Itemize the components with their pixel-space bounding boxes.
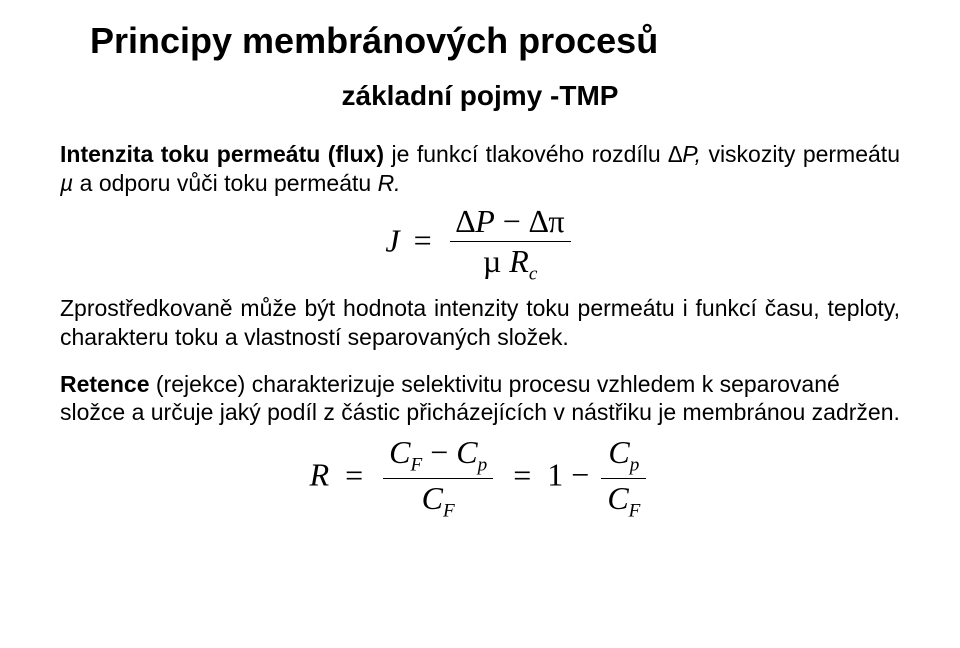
eq1-fraction: ∆P − ∆π µ Rc	[450, 204, 571, 285]
retention-text: (rejekce) charakterizuje selektivitu pro…	[60, 371, 900, 426]
eq1-num-P: P	[475, 203, 495, 239]
flux-text-2: viskozity permeátu	[701, 141, 900, 167]
deltaP: ∆P,	[668, 141, 701, 167]
paragraph-intermediate: Zprostředkovaně může být hodnota intenzi…	[60, 294, 900, 352]
eq2-f1-CF: C	[389, 434, 410, 470]
paragraph-flux: Intenzita toku permeátu (flux) je funkcí…	[60, 140, 900, 198]
eq1-num-minus: −	[495, 203, 529, 239]
slide-subtitle: základní pojmy -TMP	[60, 80, 900, 112]
eq2-f2-Cp: C	[608, 434, 629, 470]
eq1-den-R: R	[501, 243, 529, 279]
flux-term: Intenzita toku permeátu (flux)	[60, 141, 384, 167]
eq2-eq1: =	[345, 457, 363, 493]
slide-page: Principy membránových procesů základní p…	[0, 0, 960, 541]
eq2-f2-subp: p	[630, 455, 640, 476]
eq2-frac1: CF − Cp CF	[383, 435, 493, 521]
eq2-f2-subF: F	[629, 500, 641, 521]
eq2-f1-subp: p	[478, 455, 488, 476]
R-symbol: R.	[378, 170, 401, 196]
retention-term: Retence	[60, 371, 149, 397]
eq2-f1-subF: F	[411, 455, 423, 476]
eq2-lhs: R	[310, 457, 330, 493]
eq1-den-sub-c: c	[529, 263, 538, 284]
eq2-minus: −	[563, 457, 597, 493]
eq2-eq2: =	[513, 457, 531, 493]
paragraph-retention: Retence (rejekce) charakterizuje selekti…	[60, 370, 900, 428]
eq1-equals: =	[414, 222, 432, 258]
eq2-f1-Cp: C	[456, 434, 477, 470]
eq2-f2-CF: C	[607, 480, 628, 516]
eq1-num-delta1: ∆	[456, 203, 476, 239]
flux-text-1: je funkcí tlakového rozdílu	[384, 141, 668, 167]
flux-text-3: a odporu vůči toku permeátu	[73, 170, 377, 196]
mu: µ	[60, 170, 73, 196]
equation-flux: J = ∆P − ∆π µ Rc	[60, 204, 900, 285]
eq1-lhs: J	[385, 222, 399, 258]
eq1-den-mu: µ	[483, 243, 501, 279]
eq2-f1-den-C: C	[422, 480, 443, 516]
eq2-one: 1	[547, 457, 563, 493]
eq2-f1-minus: −	[422, 434, 456, 470]
equation-retention: R = CF − Cp CF = 1 − Cp CF	[60, 435, 900, 521]
eq1-num-dpi: ∆π	[529, 203, 565, 239]
eq2-f1-den-subF: F	[443, 500, 455, 521]
slide-title: Principy membránových procesů	[90, 20, 900, 62]
eq2-frac2: Cp CF	[601, 435, 646, 521]
